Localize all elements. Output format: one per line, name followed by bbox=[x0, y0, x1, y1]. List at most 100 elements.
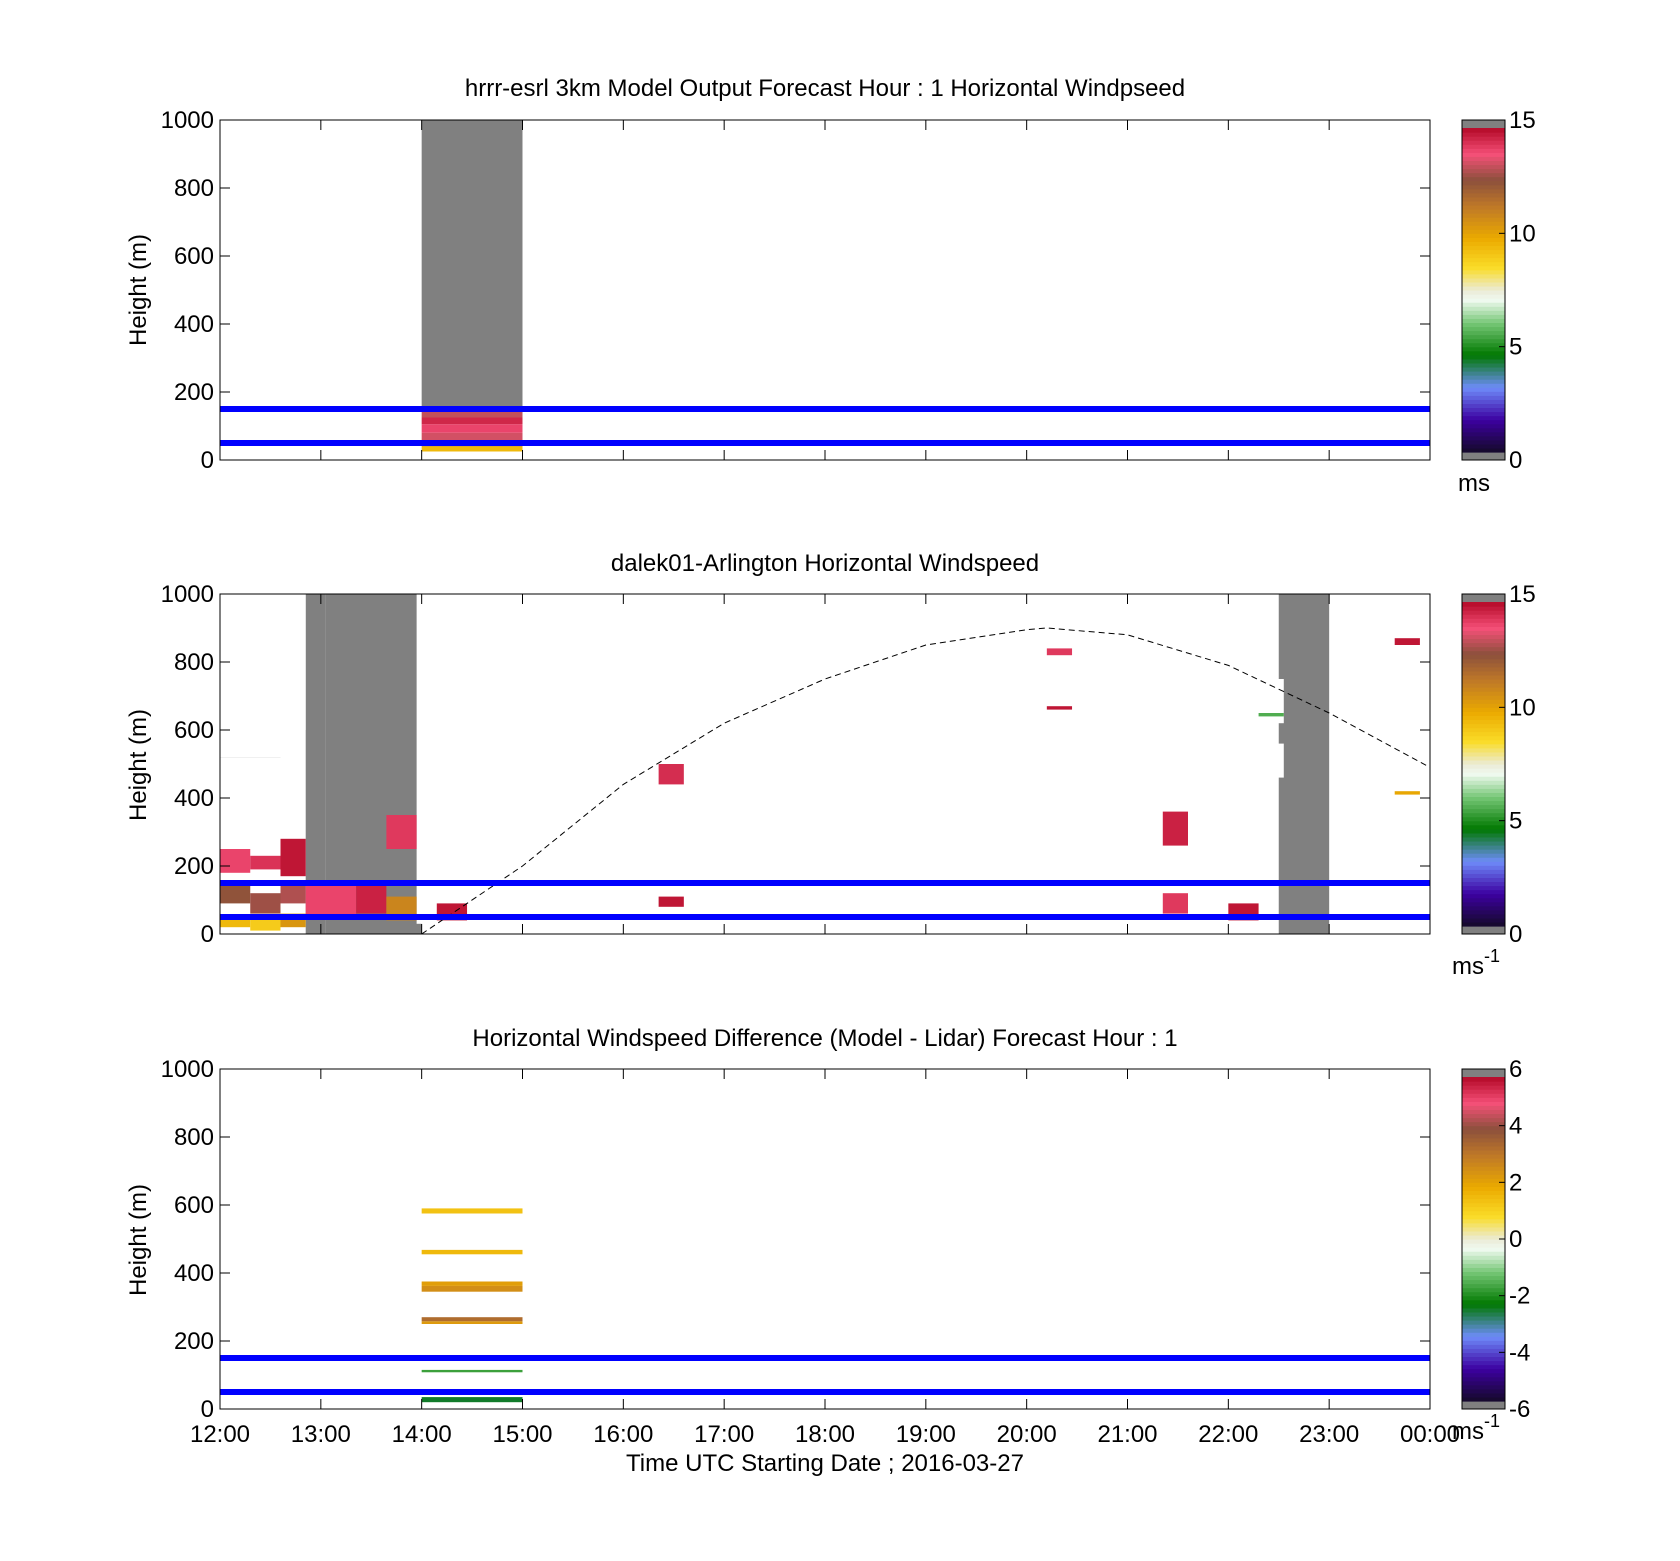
colorbar-segment bbox=[1462, 881, 1505, 887]
heatmap-cell bbox=[250, 917, 281, 931]
colorbar-segment bbox=[1462, 403, 1505, 409]
colorbar-segment bbox=[1462, 1174, 1505, 1179]
colorbar-segment bbox=[1462, 269, 1505, 275]
y-tick-label: 200 bbox=[174, 853, 214, 880]
colorbar-segment bbox=[1462, 1097, 1505, 1102]
colorbar-segment bbox=[1462, 731, 1505, 737]
colorbar-segment bbox=[1462, 901, 1505, 907]
colorbar-segment bbox=[1462, 921, 1505, 927]
colorbar-segment bbox=[1462, 780, 1505, 785]
heatmap-cell bbox=[421, 1208, 523, 1214]
colorbar-segment bbox=[1462, 642, 1505, 648]
colorbar-segment bbox=[1462, 326, 1505, 332]
colorbar-segment bbox=[1462, 885, 1505, 891]
heatmap-cell bbox=[1046, 706, 1073, 710]
colorbar: 0 5 10 15 ms bbox=[1458, 107, 1536, 497]
colorbar-segment bbox=[1462, 1194, 1505, 1200]
colorbar-segment bbox=[1462, 804, 1505, 810]
colorbar-segment bbox=[1462, 687, 1505, 692]
heatmap-cell bbox=[250, 855, 281, 870]
heatmap-cells bbox=[421, 1208, 523, 1403]
colorbar-segment bbox=[1462, 144, 1505, 149]
colorbar-segment bbox=[1462, 354, 1505, 360]
colorbar-segment bbox=[1462, 1271, 1505, 1277]
heatmap-cell bbox=[421, 409, 523, 418]
colorbar-segment bbox=[1462, 1356, 1505, 1362]
colorbar-segment bbox=[1462, 1247, 1505, 1252]
colorbar-bottom-cap bbox=[1462, 1401, 1505, 1409]
colorbar-segment bbox=[1462, 172, 1505, 178]
heatmap-cell bbox=[421, 446, 523, 452]
heatmap-cell bbox=[421, 120, 523, 409]
colorbar-segment bbox=[1462, 196, 1505, 202]
panel-model-output: hrrr-esrl 3km Model Output Forecast Hour… bbox=[125, 75, 1536, 497]
colorbar-segment bbox=[1462, 699, 1505, 704]
colorbar-segment bbox=[1462, 1352, 1505, 1358]
colorbar-tick-label: 4 bbox=[1509, 1113, 1522, 1140]
colorbar-segment bbox=[1462, 1287, 1505, 1293]
y-tick-label: 1000 bbox=[161, 107, 214, 134]
colorbar-segment bbox=[1462, 306, 1505, 311]
colorbar-segment bbox=[1462, 1117, 1505, 1123]
colorbar-segment bbox=[1462, 180, 1505, 186]
colorbar-segment bbox=[1462, 1291, 1505, 1297]
colorbar-segment bbox=[1462, 849, 1505, 854]
colorbar-segment bbox=[1462, 1182, 1505, 1187]
colorbar-bottom-cap bbox=[1462, 926, 1505, 934]
y-tick-label: 1000 bbox=[161, 581, 214, 608]
colorbar-segment bbox=[1462, 431, 1505, 437]
colorbar-unit-exponent: -1 bbox=[1484, 946, 1500, 966]
y-tick-label: 200 bbox=[174, 379, 214, 406]
colorbar-segment bbox=[1462, 707, 1505, 712]
colorbar-segment bbox=[1462, 423, 1505, 429]
colorbar-tick-label: 0 bbox=[1509, 921, 1522, 948]
colorbar-segment bbox=[1462, 1315, 1505, 1321]
colorbar-segment bbox=[1462, 241, 1505, 247]
colorbar-segment bbox=[1462, 1324, 1505, 1329]
colorbar-segment bbox=[1462, 877, 1505, 883]
colorbar-segment bbox=[1462, 796, 1505, 802]
heatmap-cell bbox=[356, 883, 387, 914]
y-tick-label: 0 bbox=[201, 1396, 214, 1423]
missing-data-column bbox=[1278, 594, 1330, 934]
colorbar-segment bbox=[1462, 132, 1505, 137]
colorbar-segment bbox=[1462, 443, 1505, 449]
colorbar-segment bbox=[1462, 1162, 1505, 1167]
heatmap-cell bbox=[1046, 648, 1073, 656]
colorbar-segment bbox=[1462, 1141, 1505, 1147]
colorbar-segment bbox=[1462, 1178, 1505, 1183]
x-tick-label: 14:00 bbox=[392, 1421, 452, 1448]
x-tick-label: 12:00 bbox=[190, 1421, 250, 1448]
x-tick-label: 23:00 bbox=[1299, 1421, 1359, 1448]
y-axis-label: Height (m) bbox=[125, 234, 152, 346]
heatmap-cell bbox=[421, 1397, 523, 1403]
colorbar-segment bbox=[1462, 820, 1505, 826]
colorbar-segment bbox=[1462, 302, 1505, 307]
y-tick-label: 400 bbox=[174, 785, 214, 812]
colorbar-tick-label: 0 bbox=[1509, 447, 1522, 474]
colorbar-segment bbox=[1462, 1234, 1505, 1240]
colorbar-segment bbox=[1462, 824, 1505, 830]
colorbar-segment bbox=[1462, 683, 1505, 688]
colorbar-segment bbox=[1462, 310, 1505, 315]
colorbar-segment bbox=[1462, 1340, 1505, 1345]
colorbar-segment bbox=[1462, 148, 1505, 153]
colorbar-segment bbox=[1462, 1372, 1505, 1378]
heatmap-cell bbox=[1162, 893, 1188, 914]
colorbar-segment bbox=[1462, 435, 1505, 441]
colorbar-segment bbox=[1462, 209, 1505, 214]
colorbar-segment bbox=[1462, 1376, 1505, 1382]
colorbar-frame bbox=[1461, 119, 1506, 461]
colorbar-segment bbox=[1462, 909, 1505, 915]
heatmap-cell bbox=[421, 432, 523, 442]
colorbar-segment bbox=[1462, 1368, 1505, 1374]
y-tick-label: 800 bbox=[174, 649, 214, 676]
colorbar-segment bbox=[1462, 1243, 1505, 1248]
colorbar-segment bbox=[1462, 1275, 1505, 1281]
plot-area bbox=[220, 1069, 1430, 1409]
heatmap-cell bbox=[421, 1317, 523, 1322]
colorbar-segment bbox=[1462, 383, 1505, 388]
colorbar-segment bbox=[1462, 776, 1505, 781]
colorbar-tick-label: 0 bbox=[1509, 1226, 1522, 1253]
colorbar-segment bbox=[1462, 905, 1505, 911]
